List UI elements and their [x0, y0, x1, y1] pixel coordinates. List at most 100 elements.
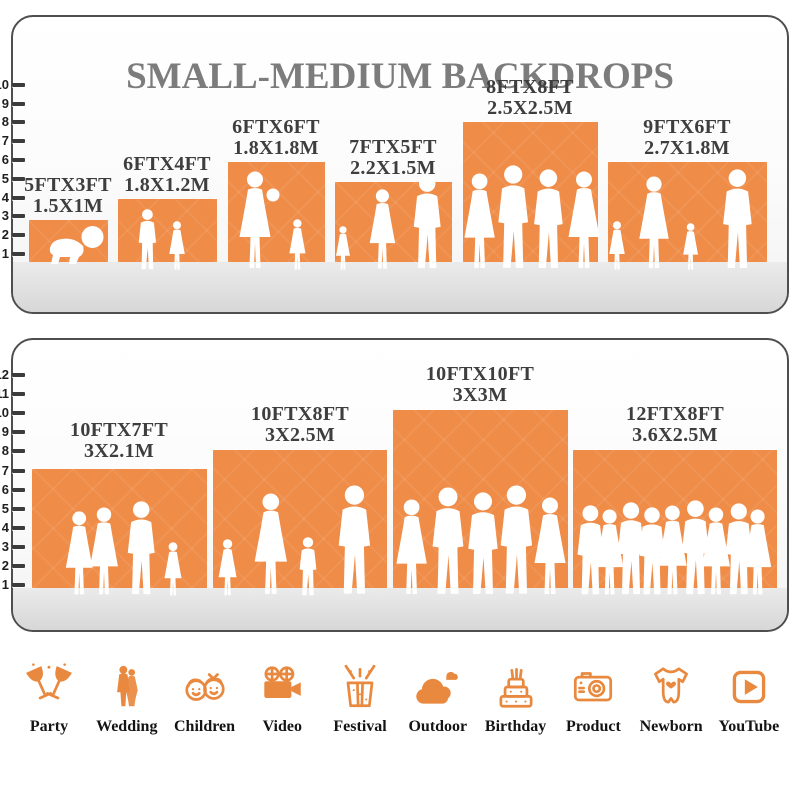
product-camera-icon: [574, 672, 613, 702]
youtube-play-icon: [732, 670, 766, 704]
ruler-number: 1: [1, 577, 9, 592]
bar-label: 10FTX10FT 3X3M: [425, 363, 535, 406]
category-label: Birthday: [484, 718, 547, 735]
category-video: Video: [245, 662, 319, 736]
bar-label: 9FTX6FT 2.7X1.8M: [643, 116, 731, 159]
ruler-number: 12: [0, 367, 9, 382]
ruler-number: 3: [1, 208, 9, 223]
ruler-number: 2: [1, 558, 9, 573]
birthday-cake-icon: [499, 667, 533, 708]
ruler-number: 7: [1, 463, 9, 478]
ruler-number: 4: [1, 520, 9, 535]
category-row: Party Wedding: [12, 662, 786, 736]
children-faces-icon: [184, 673, 225, 701]
silhouette-mother-and-girl: [239, 171, 306, 270]
ruler-number: 10: [0, 405, 9, 420]
ruler-number: 9: [1, 96, 9, 111]
silhouette-family-three: [336, 175, 441, 270]
category-label: Wedding: [96, 718, 158, 735]
ruler-tick: [12, 214, 25, 218]
silhouette-crowd: [577, 500, 772, 595]
silhouette-family-holding-hands: [218, 485, 371, 596]
ruler-tick: [12, 392, 25, 396]
category-label: Video: [262, 718, 302, 735]
category-label: Party: [29, 718, 69, 735]
category-festival: Festival: [323, 662, 397, 736]
silhouette-walking-family: [609, 169, 752, 270]
panel-floor: [13, 588, 787, 630]
page-title: SMALL-MEDIUM BACKDROPS: [126, 55, 674, 97]
bar-label: 5FTX3FT 1.5X1M: [24, 174, 112, 217]
bar-label: 10FTX7FT 3X2.1M: [70, 419, 168, 462]
ruler-number: 3: [1, 539, 9, 554]
category-wedding: Wedding: [90, 662, 164, 736]
ruler-tick: [12, 411, 25, 415]
ruler-tick: [12, 564, 25, 568]
ruler-tick: [12, 507, 25, 511]
bar-label: 10FTX8FT 3X2.5M: [251, 403, 349, 446]
category-label: Festival: [333, 718, 387, 735]
silhouette-four-adults: [464, 165, 600, 269]
category-label: Newborn: [639, 718, 703, 735]
ruler-number: 10: [0, 77, 9, 92]
silhouette-family-with-baby: [65, 501, 182, 596]
category-newborn: Newborn: [634, 662, 708, 736]
category-youtube: YouTube: [712, 662, 786, 736]
category-product: Product: [556, 662, 630, 736]
category-label: Children: [174, 718, 236, 735]
ruler-number: 8: [1, 114, 9, 129]
ruler-number: 5: [1, 171, 9, 186]
ruler-tick: [12, 233, 25, 237]
ruler-number: 6: [1, 152, 9, 167]
ruler-number: 8: [1, 443, 9, 458]
category-label: Outdoor: [408, 718, 468, 735]
bar-8ftx8ft: [463, 122, 598, 262]
ruler-number: 11: [0, 386, 9, 401]
ruler-tick: [12, 373, 25, 377]
ruler-tick: [12, 526, 25, 530]
silhouette-crawling-baby: [49, 226, 104, 264]
ruler-number: 4: [1, 190, 9, 205]
silhouette-two-children: [138, 209, 185, 270]
ruler-tick: [12, 139, 25, 143]
category-party: Party: [12, 662, 86, 736]
ruler-tick: [12, 430, 25, 434]
ruler-tick: [12, 177, 25, 181]
ruler-tick: [12, 488, 25, 492]
newborn-onesie-icon: [654, 667, 689, 704]
ruler-tick: [12, 469, 25, 473]
ruler-number: 5: [1, 501, 9, 516]
bar-label: 7FTX5FT 2.2X1.5M: [349, 136, 437, 179]
ruler-tick: [12, 196, 25, 200]
ruler-number: 6: [1, 482, 9, 497]
ruler-number: 1: [1, 246, 9, 261]
ruler-number: 2: [1, 227, 9, 242]
ruler-tick: [12, 83, 25, 87]
ruler-tick: [12, 252, 25, 256]
ruler-tick: [12, 120, 25, 124]
bar-label: 8FTX8FT 2.5X2.5M: [486, 76, 574, 119]
ruler-tick: [12, 102, 25, 106]
panel-floor: [13, 262, 787, 312]
ruler-tick: [12, 545, 25, 549]
category-label: YouTube: [718, 718, 780, 735]
ruler-number: 7: [1, 133, 9, 148]
category-children: Children: [168, 662, 242, 736]
ruler-tick: [12, 158, 25, 162]
ruler-tick: [12, 449, 25, 453]
party-icon: [26, 663, 72, 700]
ruler-number: 9: [1, 424, 9, 439]
silhouette-five-adults: [396, 485, 566, 595]
festival-gift-icon: [344, 664, 376, 708]
bar-label: 6FTX6FT 1.8X1.8M: [232, 116, 320, 159]
bar-6ftx4ft: [118, 199, 217, 262]
ruler-tick: [12, 583, 25, 587]
wedding-couple-icon: [116, 665, 138, 707]
category-birthday: Birthday: [479, 662, 553, 736]
video-camera-icon: [264, 666, 302, 698]
bar-label: 6FTX4FT 1.8X1.2M: [123, 153, 211, 196]
bar-label: 12FTX8FT 3.6X2.5M: [626, 403, 724, 446]
outdoor-clouds-icon: [416, 671, 458, 704]
category-outdoor: Outdoor: [401, 662, 475, 736]
